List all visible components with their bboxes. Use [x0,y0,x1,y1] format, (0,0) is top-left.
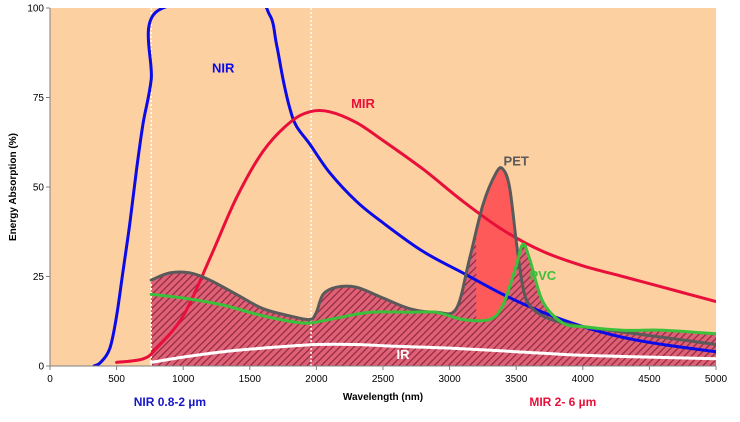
x-tick-label: 2000 [305,374,328,385]
y-tick-label: 100 [27,4,44,15]
series-line-nir [92,8,716,366]
y-tick-label: 25 [33,272,45,283]
series-lines [92,8,716,366]
range-labels: NIR 0.8-2 µm MIR 2- 6 µm [134,395,597,409]
series-line-ir [149,342,716,364]
series-label-mir: MIR [351,96,375,111]
x-tick-label: 4000 [572,374,595,385]
x-tick-label: 4500 [638,374,661,385]
x-tick-label: 1500 [239,374,262,385]
range-label-nir-0-8-2-m: NIR 0.8-2 µm [134,395,206,409]
series-line-pvc [149,242,716,336]
x-tick-label: 3000 [438,374,461,385]
x-tick-label: 5000 [705,374,728,385]
series-label-nir: NIR [212,60,235,75]
y-tick-label: 50 [33,183,45,194]
x-axis-title: Wavelength (nm) [343,392,423,403]
y-tick-labels: 0 25 50 75 100 [27,4,50,373]
x-tick-label: 3500 [505,374,528,385]
x-tick-label: 2500 [372,374,395,385]
y-tick-label: 75 [33,93,45,104]
series-label-ir: IR [396,347,410,362]
y-axis-title: Energy Absorption (%) [8,133,19,241]
pet-hatch-fill [151,230,477,366]
series-label-pvc: PVC [529,268,556,283]
y-tick-label: 0 [38,362,44,373]
x-tick-label: 500 [108,374,125,385]
absorption-fills [151,167,716,366]
x-tick-labels: 0 500 1000 1500 2000 2500 3000 3500 4000 4500 5000 [47,366,728,385]
series-labels: NIR MIR PET PVC IR [212,60,557,361]
series-label-pet: PET [504,154,529,169]
x-tick-label: 0 [47,374,53,385]
range-label-mir-2-6-m: MIR 2- 6 µm [529,395,596,409]
x-tick-label: 1000 [172,374,195,385]
